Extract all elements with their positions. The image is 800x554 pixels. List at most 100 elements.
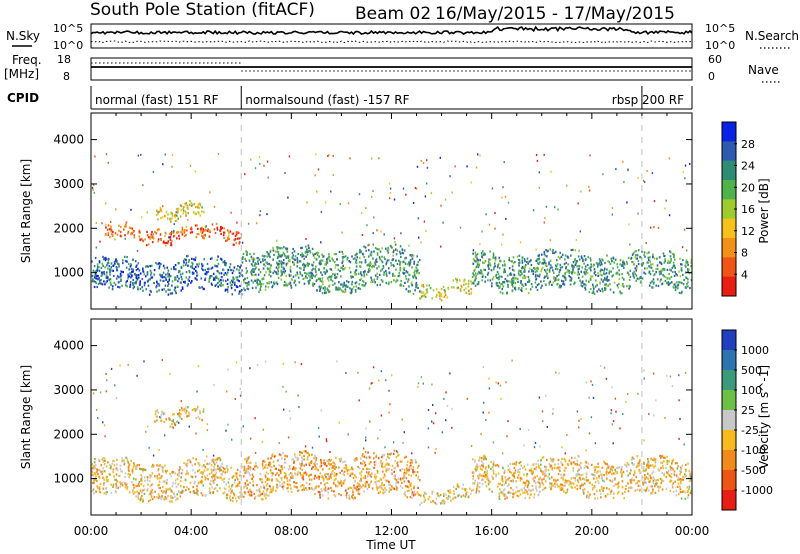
echo-cell (504, 278, 507, 281)
echo-cell (176, 207, 178, 211)
echo-cell (150, 483, 153, 486)
echo-cell (404, 485, 407, 488)
echo-cell (598, 258, 601, 261)
echo-cell (212, 278, 215, 281)
echo-cell (396, 465, 399, 468)
echo-cell (580, 270, 582, 273)
echo-cell (426, 182, 428, 185)
echo-cell (305, 245, 307, 248)
echo-cell (562, 274, 564, 278)
echo-cell (174, 495, 176, 498)
echo-cell (335, 456, 337, 459)
echo-cell (563, 490, 565, 493)
echo-cell (133, 483, 135, 487)
echo-cell (405, 256, 407, 259)
echo-cell (647, 472, 649, 475)
echo-cell (276, 256, 279, 259)
echo-cell (684, 497, 687, 500)
echo-cell (479, 154, 481, 157)
echo-cell (373, 457, 375, 460)
echo-cell (586, 496, 589, 499)
echo-cell (295, 473, 297, 476)
echo-cell (529, 489, 532, 492)
echo-cell (524, 488, 526, 491)
echo-cell (500, 282, 502, 286)
echo-cell (326, 258, 328, 261)
echo-cell (574, 258, 576, 261)
echo-cell (266, 267, 269, 270)
echo-cell (597, 263, 599, 266)
echo-cell (153, 464, 155, 467)
echo-cell (131, 468, 134, 471)
echo-cell (185, 271, 188, 274)
echo-cell (342, 290, 344, 293)
echo-cell (603, 480, 606, 483)
echo-cell (318, 485, 320, 488)
echo-cell (185, 212, 187, 215)
echo-cell (305, 272, 308, 275)
echo-cell (279, 454, 282, 457)
echo-cell (149, 492, 152, 495)
echo-cell (652, 479, 655, 482)
echo-cell (207, 478, 209, 481)
echo-cell (382, 466, 384, 469)
echo-cell (312, 264, 314, 267)
echo-cell (475, 166, 478, 169)
echo-cell (506, 292, 508, 295)
echo-cell (150, 233, 153, 236)
echo-cell (656, 257, 658, 260)
echo-cell (220, 227, 222, 230)
echo-cell (206, 474, 209, 477)
echo-cell (364, 270, 366, 273)
echo-cell (343, 281, 345, 284)
echo-cell (354, 459, 357, 462)
echo-cell (534, 267, 537, 270)
echo-cell (481, 230, 483, 233)
echo-cell (355, 457, 358, 460)
cpid-segment-label: rbsp 200 RF (612, 93, 684, 107)
echo-cell (236, 468, 239, 471)
echo-cell (351, 288, 354, 291)
echo-cell (365, 249, 367, 252)
echo-cell (542, 262, 545, 265)
echo-cell (327, 155, 329, 158)
echo-cell (224, 468, 226, 471)
echo-cell (100, 470, 102, 473)
echo-cell (277, 468, 280, 471)
echo-cell (151, 472, 154, 475)
echo-cell (592, 290, 595, 293)
echo-cell (412, 292, 415, 296)
echo-cell (207, 270, 210, 273)
echo-cell (331, 489, 333, 492)
echo-cell (428, 284, 431, 287)
echo-cell (443, 295, 446, 298)
echo-cell (263, 493, 265, 496)
echo-cell (185, 261, 188, 264)
echo-cell (336, 273, 339, 276)
echo-cell (559, 284, 561, 287)
echo-cell (268, 273, 270, 276)
echo-cell (96, 263, 99, 266)
echo-cell (230, 287, 233, 290)
echo-cell (364, 260, 367, 263)
echo-cell (465, 492, 467, 495)
echo-cell (618, 466, 621, 469)
echo-cell (502, 285, 505, 288)
echo-cell (381, 454, 384, 457)
echo-cell (518, 462, 521, 465)
echo-cell (671, 266, 674, 270)
echo-cell (214, 487, 217, 490)
echo-cell (232, 269, 235, 272)
echo-cell (383, 484, 385, 487)
echo-cell (130, 267, 133, 270)
echo-cell (404, 494, 407, 497)
echo-cell (690, 265, 692, 268)
echo-cell (283, 246, 285, 249)
echo-cell (406, 460, 409, 463)
echo-cell (277, 459, 279, 462)
echo-cell (106, 280, 108, 283)
echo-cell (599, 273, 602, 276)
echo-cell (238, 269, 240, 272)
echo-cell (160, 475, 163, 478)
echo-cell (659, 485, 662, 488)
